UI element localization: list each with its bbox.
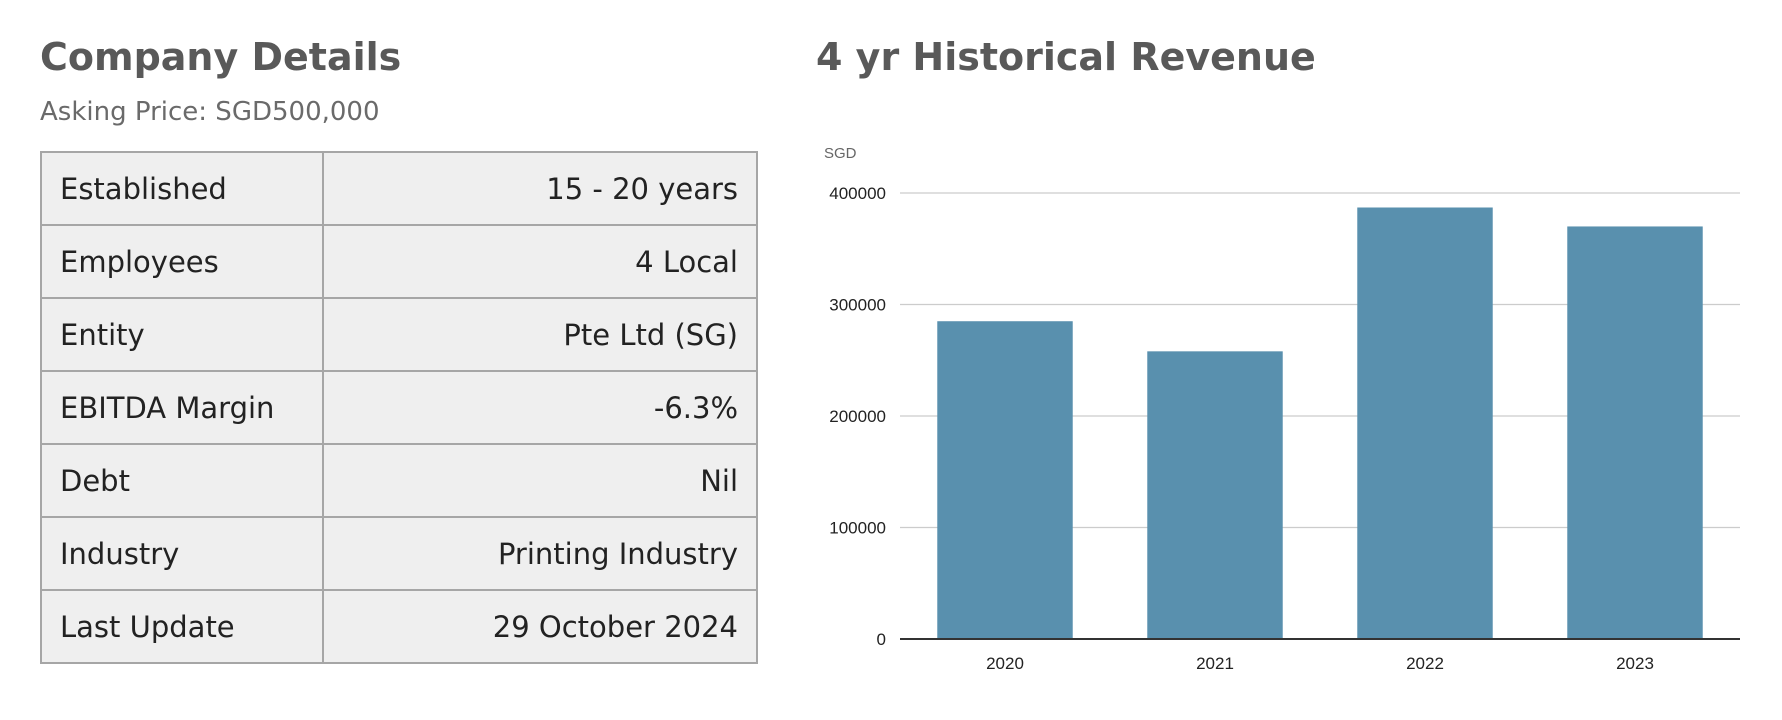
bar-2021	[1147, 351, 1283, 639]
x-tick-label: 2021	[1196, 654, 1234, 673]
x-tick-label: 2020	[986, 654, 1024, 673]
row-label: Industry	[40, 516, 324, 591]
company-details-title: Company Details	[40, 35, 402, 79]
row-label: Debt	[40, 443, 324, 518]
row-label: EBITDA Margin	[40, 370, 324, 445]
x-tick-label: 2023	[1616, 654, 1654, 673]
company-details-table: Established 15 - 20 years Employees 4 Lo…	[40, 151, 758, 664]
row-label: Last Update	[40, 589, 324, 664]
table-row: Industry Printing Industry	[40, 516, 758, 591]
revenue-chart-panel: 4 yr Historical Revenue SGD 0 100000 200000…	[816, 30, 1756, 690]
y-tick-label: 200000	[829, 407, 886, 426]
bar-2020	[937, 321, 1073, 639]
row-value: 29 October 2024	[322, 589, 758, 664]
table-row: Entity Pte Ltd (SG)	[40, 297, 758, 372]
table-row: Established 15 - 20 years	[40, 151, 758, 226]
bar-2023	[1567, 226, 1703, 639]
row-value: -6.3%	[322, 370, 758, 445]
row-label: Entity	[40, 297, 324, 372]
y-tick-label: 100000	[829, 519, 886, 538]
revenue-bar-chart: SGD 0 100000 200000 300000 400000 2020 2021 2022…	[824, 145, 1740, 673]
y-tick-label: 300000	[829, 296, 886, 315]
x-tick-label: 2022	[1406, 654, 1444, 673]
chart-title: 4 yr Historical Revenue	[816, 35, 1316, 79]
row-value: Printing Industry	[322, 516, 758, 591]
y-tick-label: 0	[877, 630, 886, 649]
company-details-panel: Company Details Asking Price: SGD500,000…	[40, 30, 758, 664]
row-value: Nil	[322, 443, 758, 518]
y-axis-label: SGD	[824, 145, 857, 162]
row-value: 15 - 20 years	[322, 151, 758, 226]
asking-price: Asking Price: SGD500,000	[40, 97, 380, 127]
table-row: EBITDA Margin -6.3%	[40, 370, 758, 445]
y-tick-label: 400000	[829, 184, 886, 203]
bar-2022	[1357, 207, 1493, 639]
row-label: Employees	[40, 224, 324, 299]
row-value: Pte Ltd (SG)	[322, 297, 758, 372]
row-label: Established	[40, 151, 324, 226]
table-row: Employees 4 Local	[40, 224, 758, 299]
table-row: Last Update 29 October 2024	[40, 589, 758, 664]
table-row: Debt Nil	[40, 443, 758, 518]
row-value: 4 Local	[322, 224, 758, 299]
